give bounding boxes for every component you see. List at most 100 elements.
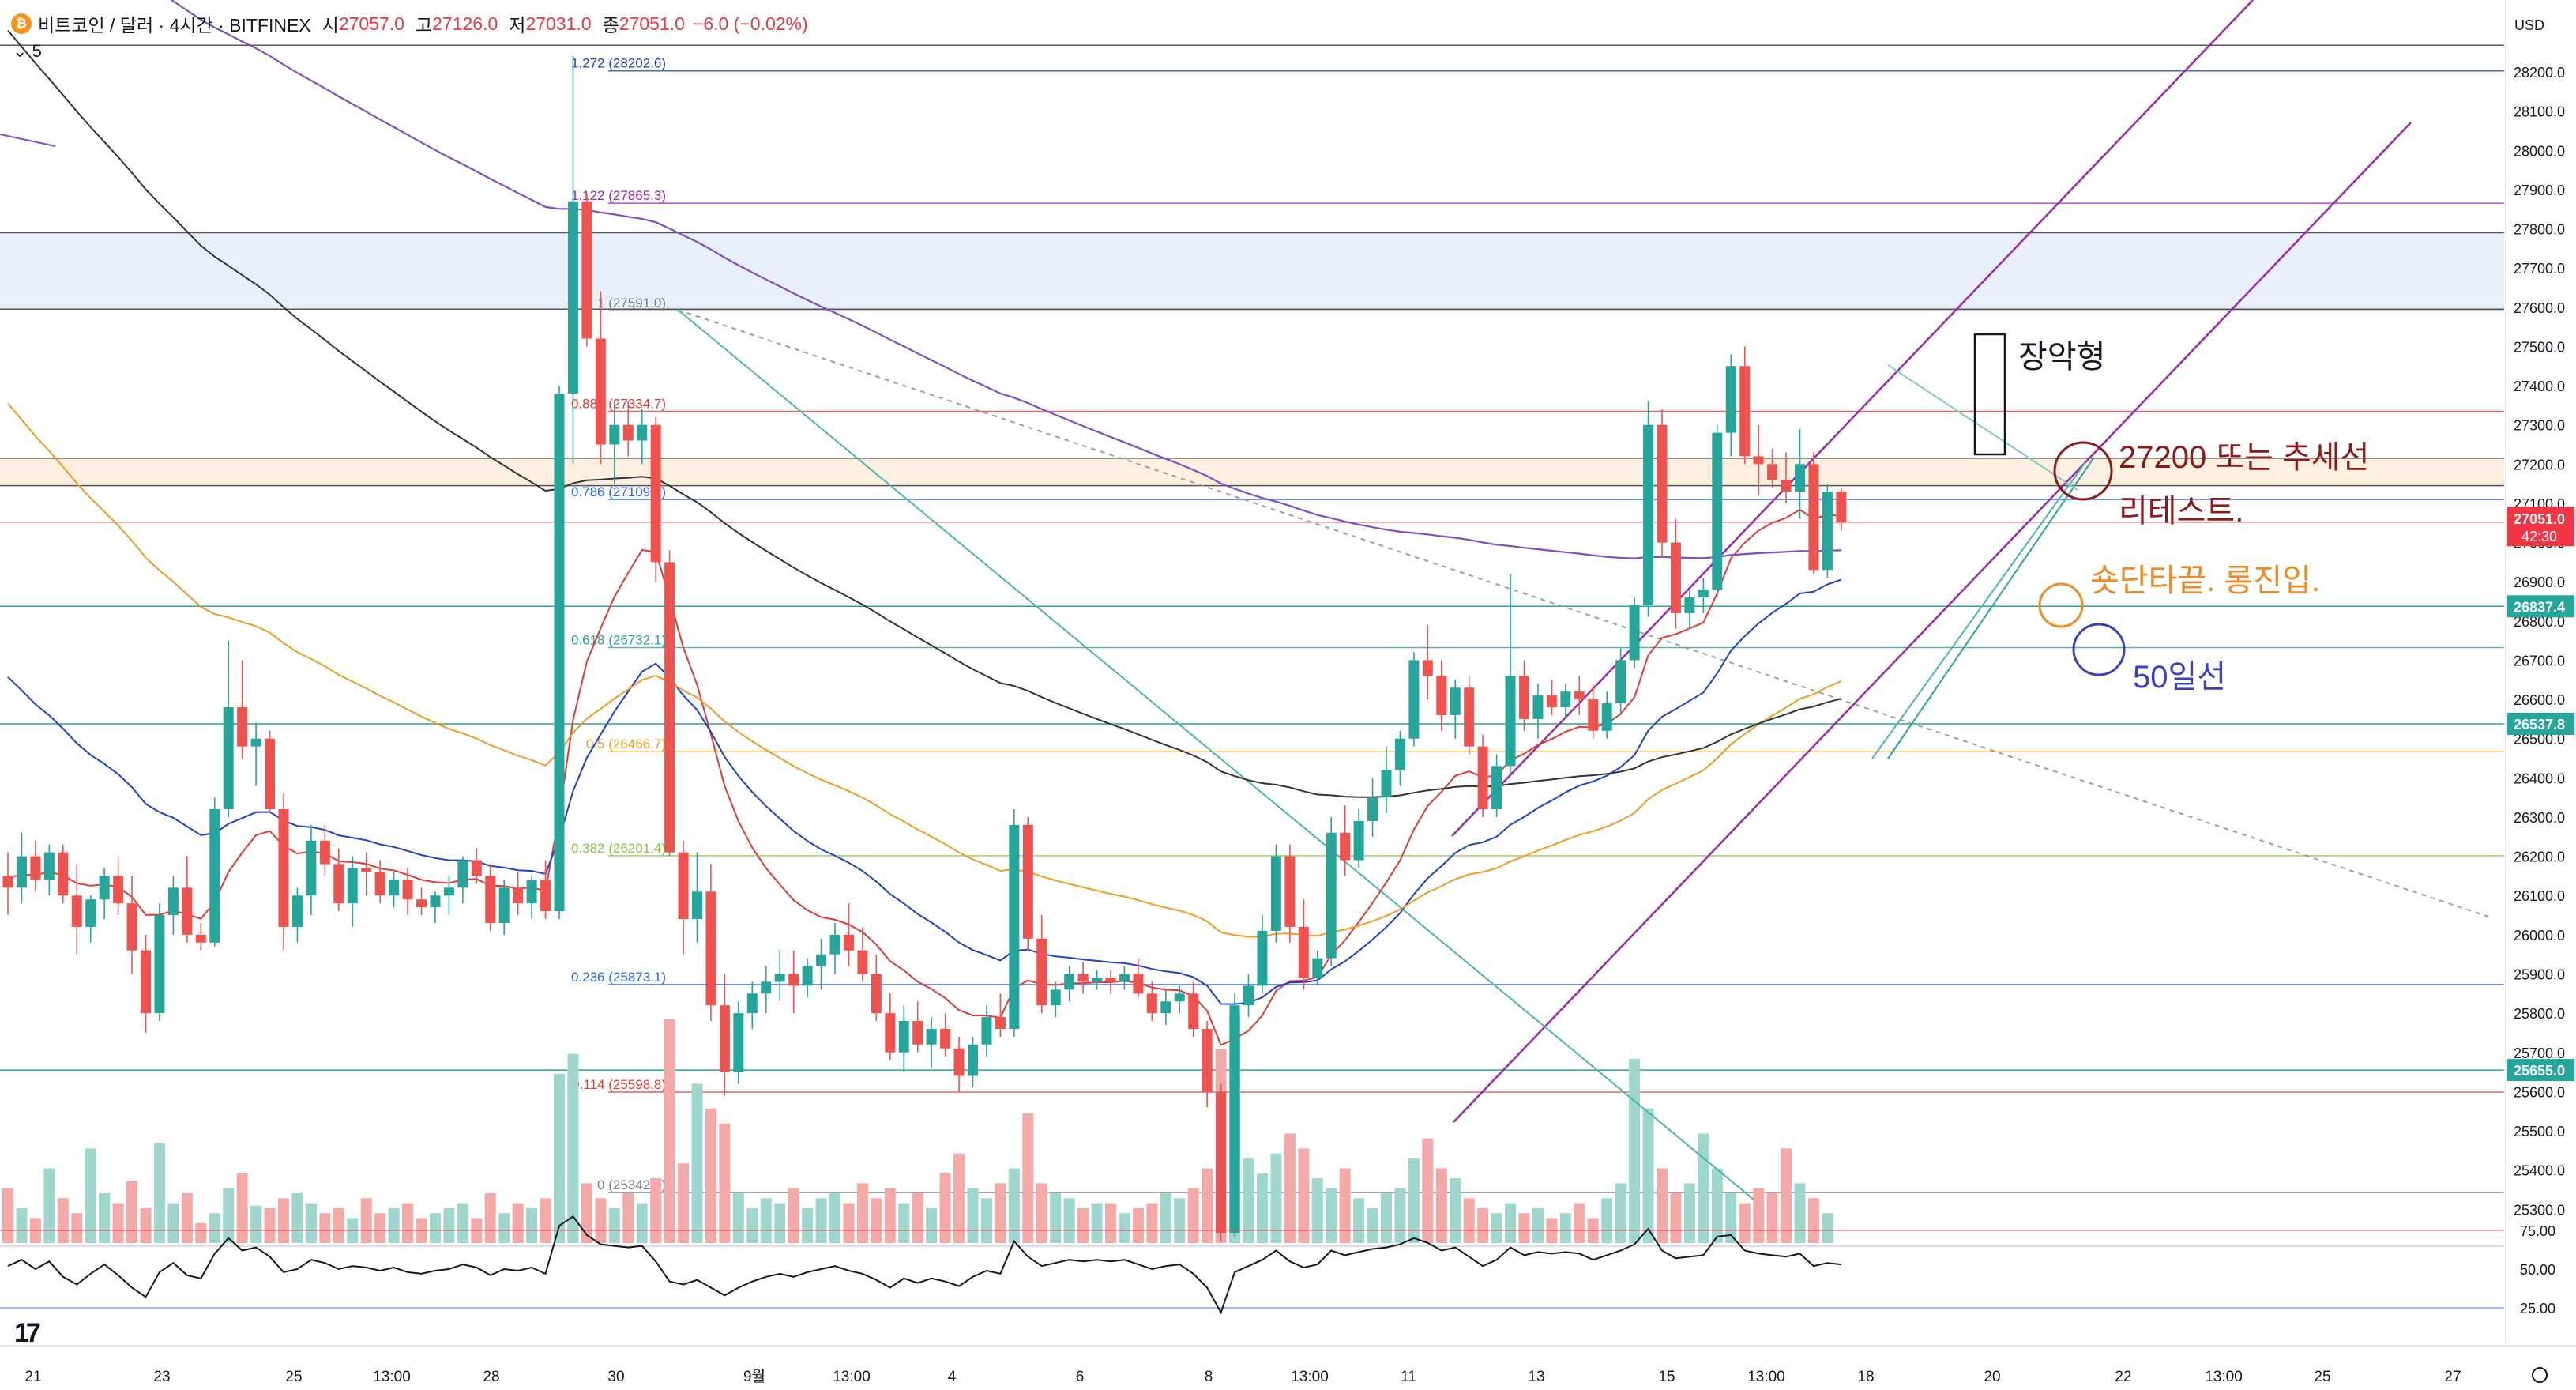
volume-bar [1463,1198,1475,1243]
fib-diagonal-line [1871,461,2086,759]
volume-bar [319,1213,331,1243]
candle-body [981,1017,992,1045]
countdown-text: 42:30 [2521,529,2557,544]
candle-body [1326,832,1337,959]
volume-bar [443,1207,455,1243]
volume-bar [1326,1188,1337,1243]
candle-body [1670,542,1681,613]
candle-body [953,1048,965,1076]
price-tick: 27300.0 [2514,418,2565,434]
candle-body [898,1021,909,1053]
candle-body [237,707,248,747]
ma50-label: 50일선 [2133,660,2226,695]
time-tick: 30 [607,1369,624,1385]
volume-bar [167,1203,179,1243]
price-tick: 28200.0 [2514,65,2565,81]
time-tick: 20 [1984,1369,2000,1385]
volume-bar [1629,1058,1641,1243]
candle-body [526,880,537,904]
candle-body [609,424,620,445]
candle-body [402,880,413,900]
volume-bar [871,1198,882,1243]
tradingview-logo-icon[interactable]: 17 [14,1318,41,1348]
volume-bar [995,1183,1006,1243]
candle-body [816,954,827,966]
volume-bar [209,1213,220,1243]
level-tag-text: 26537.8 [2514,717,2565,733]
volume-bar [1243,1158,1254,1243]
price-tick: 26600.0 [2514,692,2565,708]
volume-bar [1036,1183,1047,1243]
fibonacci-levels: 1.272 (28202.6) 1.122 (27865.3) 1 (27591.0… [571,56,2504,1193]
pattern-label: 장악형 [2018,340,2105,375]
volume-bar [498,1213,510,1243]
candle-body [126,903,137,951]
pattern-box [1973,333,2006,456]
volume-bar [1753,1188,1765,1243]
price-tick: 26500.0 [2514,732,2565,748]
open-value: 27057.0 [338,13,404,34]
indicator-row[interactable]: ⌄ 5 [13,41,42,62]
candle-body [113,876,124,904]
volume-bar [815,1198,827,1243]
moving-averages [7,0,1842,1046]
channel-upper-line [1451,0,2254,837]
fib-label: 0 (25342.5) [597,1177,666,1192]
resistance-zone [0,458,2504,486]
chevron-down-icon[interactable]: ⌄ [13,41,28,61]
candle-body [416,899,427,908]
rsi-tick: 75.00 [2520,1223,2555,1239]
candle-body [995,1017,1006,1029]
price-tick: 25500.0 [2514,1124,2565,1139]
price-tick: 27500.0 [2514,339,2565,355]
volume-bar [567,1053,579,1243]
volume-bar [1670,1193,1682,1243]
volume-bar [484,1193,496,1243]
volume-bar [595,1198,607,1243]
candle-body [1064,974,1075,990]
candle-body [554,393,565,912]
candle-body [1367,797,1378,821]
volume-bar [526,1207,538,1243]
volume-bar [1574,1203,1585,1243]
candle-body [85,899,96,927]
candle-body [802,966,813,986]
candle-body [306,840,317,896]
supply-zone [0,232,2504,310]
candle-body [2,876,13,888]
volume-bar [1683,1183,1695,1243]
candle-body [1092,978,1103,982]
candle-body [1491,766,1502,810]
volume-bar [1450,1178,1461,1243]
candle-body [333,864,344,904]
price-tick: 26400.0 [2514,770,2565,786]
price-tick: 26300.0 [2514,810,2565,826]
candle-body [761,981,772,994]
candle-body [71,895,82,927]
low-value: 27031.0 [525,13,592,34]
candle-body [319,840,330,865]
volume-bar [181,1193,193,1243]
retest-label-2: 리테스트. [2119,494,2243,529]
candle-body [1353,820,1364,861]
volume-bar [760,1198,772,1243]
candle-body [141,950,151,1014]
volume-bar [1353,1198,1365,1243]
candle-body [1009,824,1020,1029]
volume-bar [1339,1168,1351,1243]
price-tick: 27700.0 [2514,261,2565,277]
rsi-pane [0,1215,2504,1315]
volume-bar [360,1198,372,1243]
volume-bar [223,1188,235,1243]
volume-bar [898,1203,910,1243]
candles [2,56,1847,1241]
volume-bar [774,1203,786,1243]
volume-bar [512,1203,524,1243]
price-tick: 26900.0 [2514,574,2565,590]
candle-body [485,876,496,923]
symbol-title[interactable]: 비트코인 / 달러 · 4시간 · BITFINEX [38,15,311,36]
candle-body [1657,424,1668,543]
settings-gear-icon[interactable] [2532,1367,2548,1383]
candle-body [1767,464,1778,480]
